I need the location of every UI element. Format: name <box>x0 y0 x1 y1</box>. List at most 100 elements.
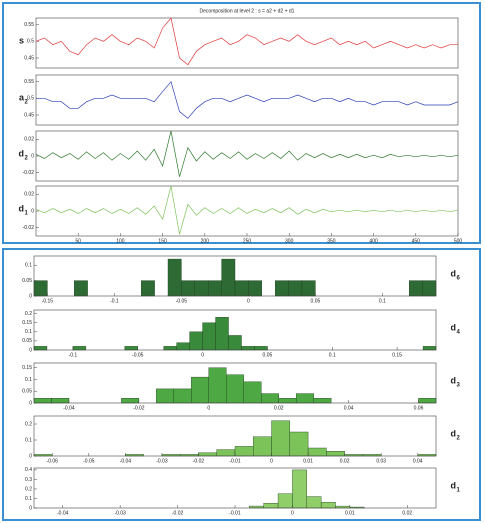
histogram-bar <box>261 393 279 404</box>
histogram-bar <box>124 346 138 351</box>
y-tick-label: 0.45 <box>24 112 34 118</box>
panel-label: d <box>451 428 457 438</box>
panel-label: s <box>19 35 24 45</box>
x-tick-label: -0.04 <box>57 510 69 516</box>
histogram-bar <box>253 436 272 457</box>
y-tick-label: 0.2 <box>25 486 32 492</box>
y-tick-label: 0.55 <box>24 79 34 85</box>
panel-label: d <box>451 375 457 385</box>
y-tick-label: -0.02 <box>23 170 35 176</box>
x-tick-label: 350 <box>327 238 336 244</box>
histogram-bar <box>189 331 203 351</box>
histogram-bar <box>248 280 262 297</box>
histogram-bar <box>215 317 229 351</box>
histogram-bar <box>326 451 345 457</box>
x-tick-label: -0.01 <box>229 510 241 516</box>
x-tick-label: -0.02 <box>133 405 145 411</box>
y-tick-label: 0.05 <box>22 389 32 395</box>
x-tick-label: -0.03 <box>156 458 168 464</box>
x-tick-label: 450 <box>412 238 421 244</box>
histogram-bar <box>418 398 437 404</box>
bottom-panel-border <box>2 248 481 521</box>
histogram-bar <box>221 258 236 297</box>
signal-line <box>35 185 459 235</box>
y-tick-label: 0 <box>29 347 32 353</box>
subplot-frame <box>33 362 437 404</box>
y-tick-label: 0.1 <box>25 377 32 383</box>
y-tick-label: 0.02 <box>24 137 34 143</box>
histogram-bar <box>228 335 242 351</box>
panel-label-subscript: 4 <box>457 330 461 336</box>
y-tick-label: 0.05 <box>22 338 32 344</box>
x-tick-label: 0.1 <box>379 298 386 304</box>
histogram-bar <box>33 346 48 351</box>
histogram-bar <box>202 322 216 351</box>
x-tick-label: 300 <box>285 238 294 244</box>
histogram-bar <box>33 280 48 297</box>
histogram-bar <box>191 376 209 404</box>
histogram-bar <box>288 280 303 297</box>
subplot-frame <box>33 309 437 351</box>
signal-line <box>35 17 458 66</box>
x-tick-label: 0.15 <box>392 352 402 358</box>
panel-label: d <box>19 148 25 158</box>
signal-line <box>35 130 459 177</box>
x-tick-label: 0.03 <box>376 458 386 464</box>
x-tick-label: 0.05 <box>263 352 273 358</box>
x-tick-label: 250 <box>243 238 252 244</box>
signal-line <box>36 80 459 119</box>
histogram-bar <box>241 346 255 351</box>
top-panel-border <box>2 2 481 244</box>
y-tick-label: 0 <box>29 453 32 459</box>
panel-label-subscript: 2 <box>25 100 29 106</box>
panel-label-subscript: 3 <box>457 383 461 389</box>
x-tick-label: -0.01 <box>229 458 241 464</box>
x-tick-label: 0.02 <box>340 458 350 464</box>
y-tick-label: 0.1 <box>25 437 32 443</box>
panel-label: d <box>451 322 457 332</box>
y-tick-label: 0.2 <box>25 421 32 427</box>
panel-label-subscript: 1 <box>25 211 29 217</box>
x-tick-label: 0.04 <box>413 458 423 464</box>
panel-label: a <box>19 92 25 102</box>
histogram-bar <box>292 469 307 509</box>
y-tick-label: 0.5 <box>27 39 34 45</box>
x-tick-label: 0 <box>270 458 273 464</box>
y-tick-label: 0.02 <box>24 192 34 198</box>
histogram-bar <box>234 280 249 297</box>
histogram-bar <box>51 398 70 404</box>
subplot-frame <box>33 467 437 509</box>
histogram-bar <box>295 393 314 404</box>
histogram-bar <box>254 346 268 351</box>
histogram-bar <box>121 398 140 404</box>
x-tick-label: -0.15 <box>42 298 54 304</box>
x-tick-label: -0.05 <box>83 458 95 464</box>
x-tick-label: 150 <box>158 238 167 244</box>
y-tick-label: 0.1 <box>25 263 32 269</box>
x-tick-label: 0.01 <box>345 510 355 516</box>
histogram-bar <box>307 447 327 457</box>
x-tick-label: -0.04 <box>120 458 132 464</box>
y-tick-label: 0.2 <box>25 311 32 317</box>
x-tick-label: 400 <box>369 238 378 244</box>
histogram-bar <box>289 431 309 457</box>
x-tick-label: 100 <box>116 238 125 244</box>
histogram-bar <box>320 502 336 509</box>
x-tick-label: -0.06 <box>47 458 59 464</box>
x-tick-label: 0.1 <box>329 352 336 358</box>
y-tick-label: 0.1 <box>25 496 32 502</box>
histogram-bar <box>263 503 279 509</box>
histogram-bar <box>173 388 192 404</box>
histogram-bar <box>278 398 297 404</box>
histogram-bar <box>208 367 227 404</box>
histogram-bar <box>422 346 437 351</box>
x-tick-label: 0 <box>247 298 250 304</box>
histogram-bar <box>313 398 332 404</box>
subplot-frame <box>35 17 459 69</box>
panel-label: d <box>451 268 457 278</box>
y-tick-label: 0.3 <box>25 477 32 483</box>
y-tick-label: 0 <box>31 208 34 214</box>
x-tick-label: 0 <box>207 405 210 411</box>
x-tick-label: -0.04 <box>63 405 75 411</box>
